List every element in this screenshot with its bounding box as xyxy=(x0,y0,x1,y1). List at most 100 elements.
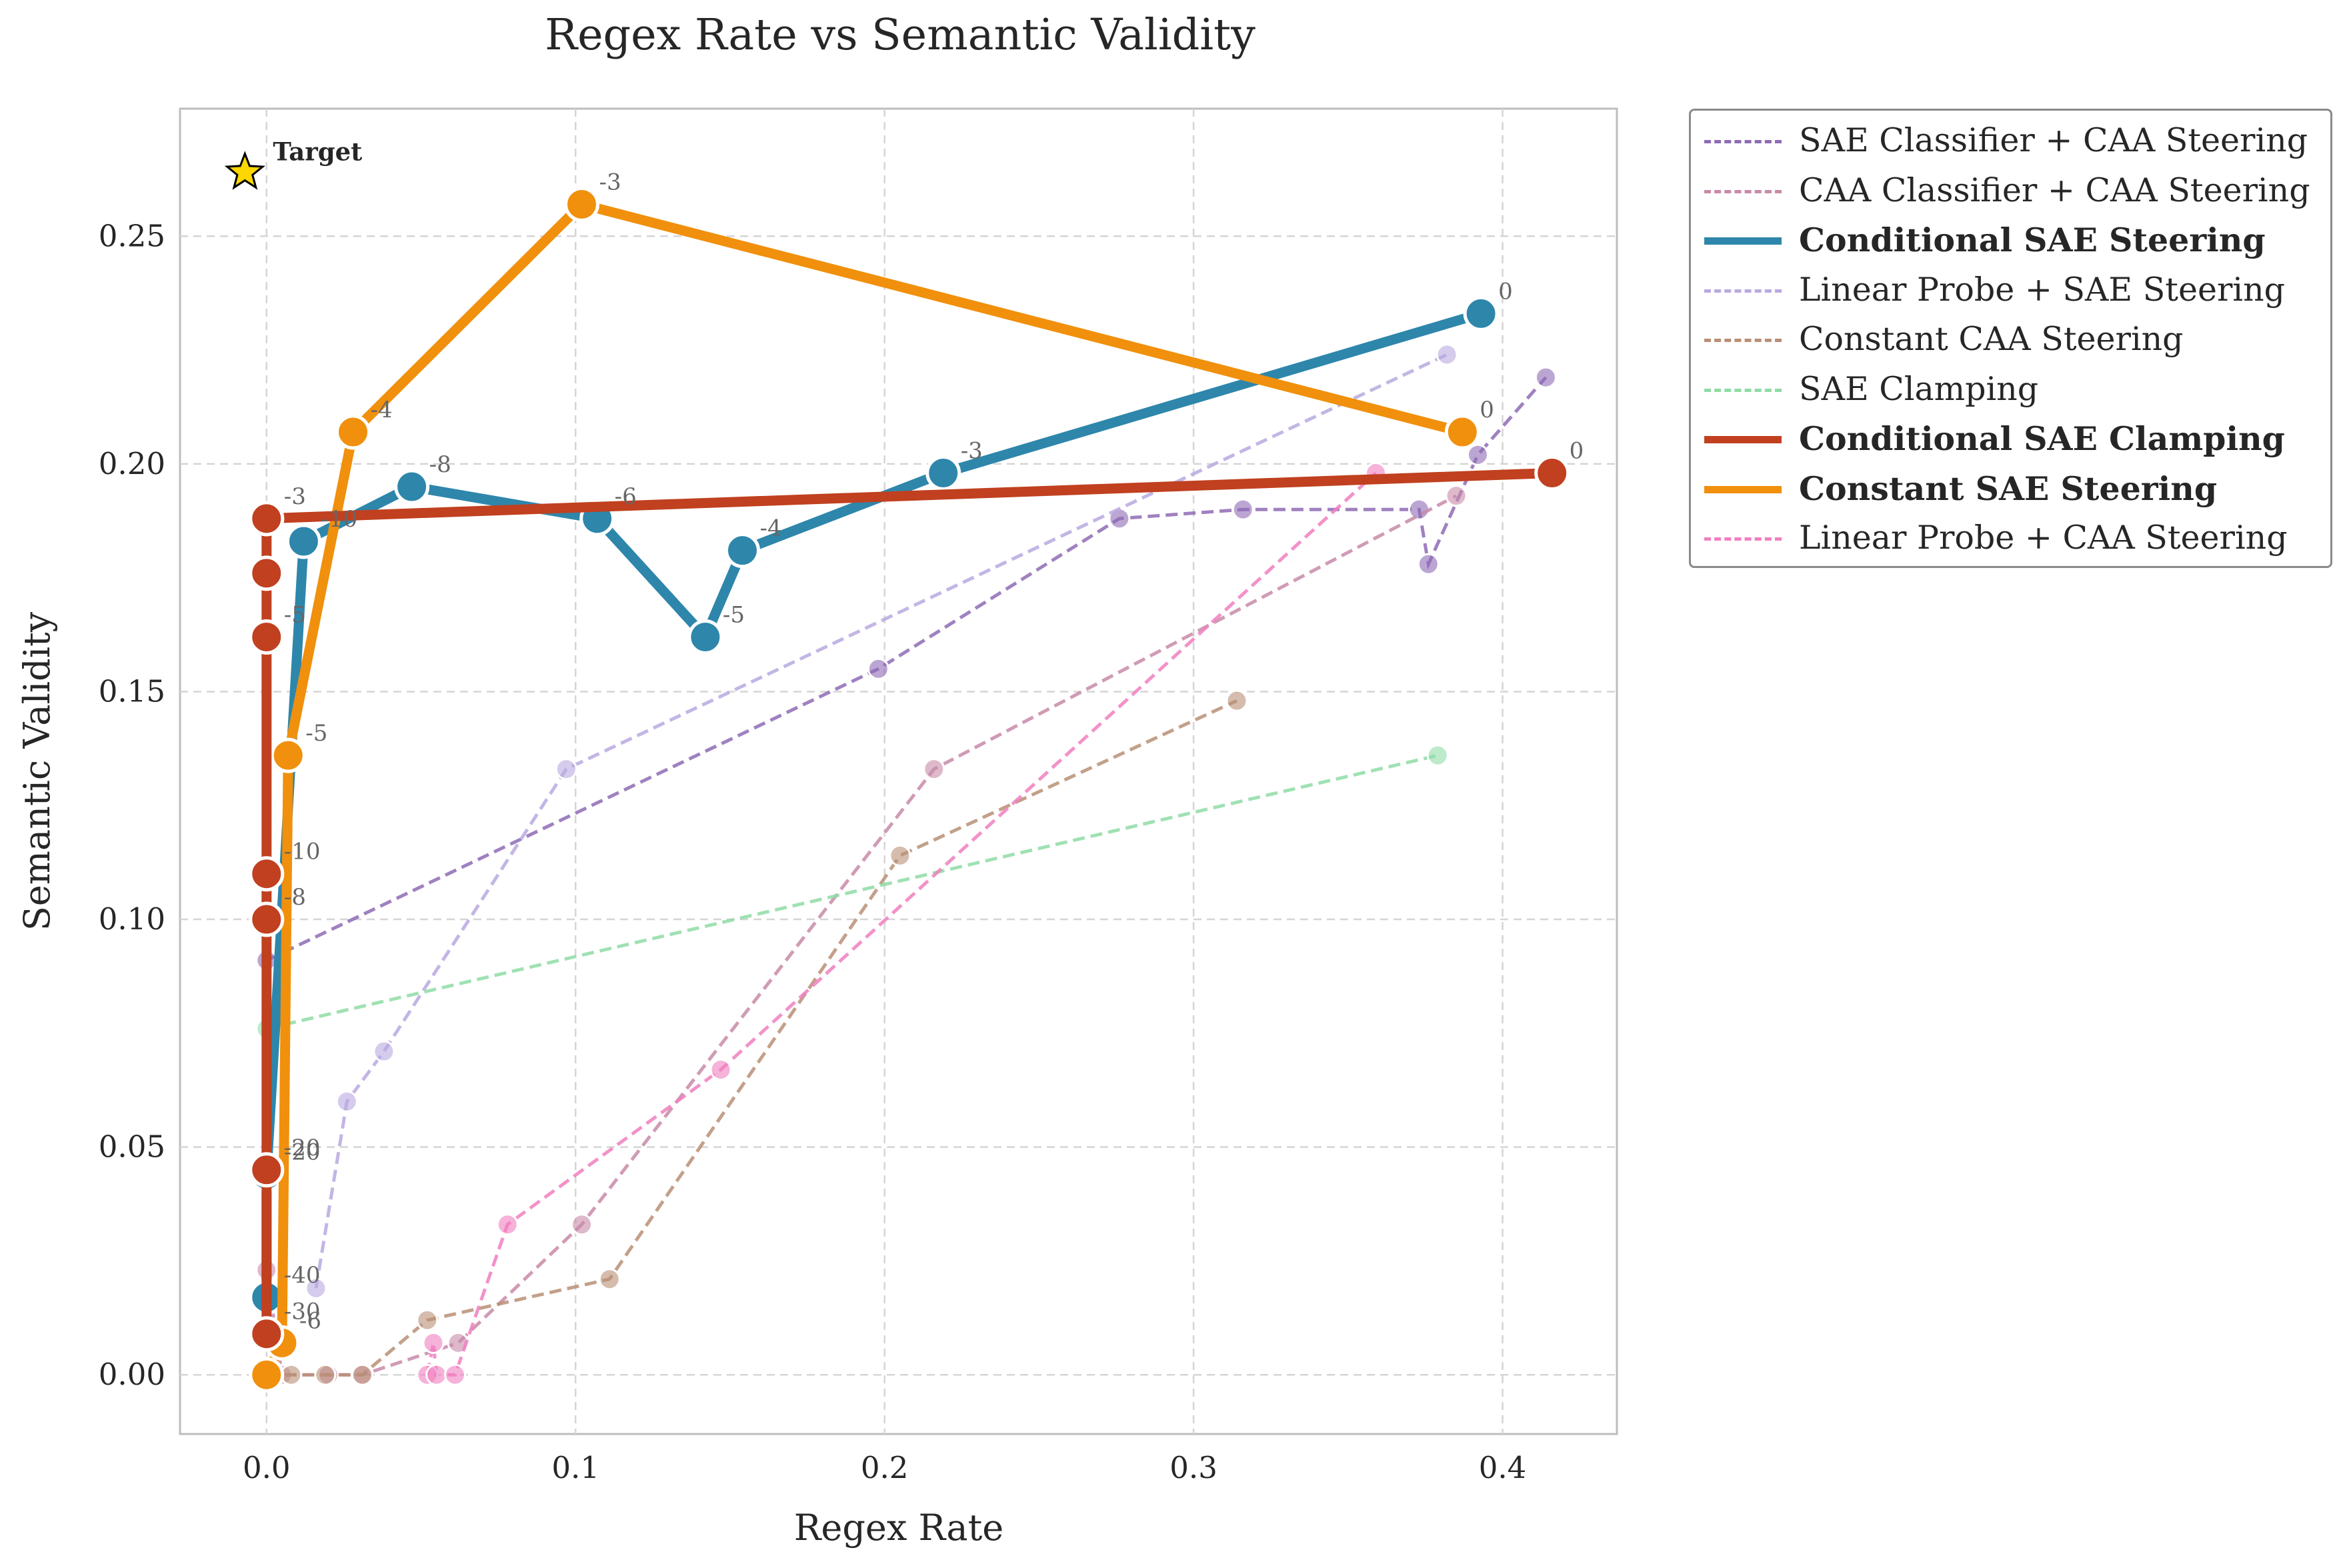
point-label: 0 xyxy=(1570,438,1584,465)
legend-label: SAE Clamping xyxy=(1799,369,2039,408)
data-point xyxy=(270,737,306,773)
data-point xyxy=(724,533,760,569)
data-point xyxy=(249,1357,285,1393)
point-label: -4 xyxy=(371,397,393,423)
x-tick-label: 0.3 xyxy=(1169,1450,1218,1485)
series-linear-probe-caa-steering xyxy=(416,462,1388,1386)
y-tick-label: 0.10 xyxy=(99,901,165,937)
data-point xyxy=(1426,744,1449,767)
legend-swatch xyxy=(1704,485,1782,493)
data-point xyxy=(1436,343,1458,366)
legend-item-conditional-sae-steering: Conditional SAE Steering xyxy=(1691,217,2330,266)
point-label: -3 xyxy=(599,169,621,195)
series-linear-probe-sae-steering xyxy=(305,343,1458,1299)
legend-label: Constant SAE Steering xyxy=(1799,469,2218,508)
point-label: -40 xyxy=(284,1262,321,1289)
series-line xyxy=(265,376,1548,962)
data-point xyxy=(249,856,285,892)
legend-label: Linear Probe + SAE Steering xyxy=(1799,270,2286,309)
data-point xyxy=(925,455,961,491)
legend-swatch xyxy=(1704,388,1782,392)
data-point xyxy=(285,523,321,559)
data-point xyxy=(249,555,285,591)
data-point xyxy=(249,1152,285,1188)
data-point xyxy=(598,1268,621,1291)
y-tick-label: 0.05 xyxy=(99,1129,165,1165)
data-point xyxy=(1232,498,1254,521)
legend-label: SAE Classifier + CAA Steering xyxy=(1799,121,2308,159)
data-point xyxy=(1444,414,1480,450)
data-point xyxy=(249,619,285,655)
y-tick-label: 0.25 xyxy=(99,218,165,253)
data-point xyxy=(1408,498,1430,521)
data-point xyxy=(425,1363,448,1386)
series-layer xyxy=(249,186,1570,1393)
legend-item-constant-sae-steering: Constant SAE Steering xyxy=(1691,465,2330,515)
legend-item-conditional-sae-clamping: Conditional SAE Clamping xyxy=(1691,415,2330,465)
point-label: -5 xyxy=(284,601,306,628)
point-label: -30 xyxy=(284,1299,321,1325)
data-point xyxy=(1534,366,1557,389)
chart-legend: SAE Classifier + CAA Steering CAA Classif… xyxy=(1689,109,2332,568)
target-star xyxy=(224,151,265,190)
legend-swatch xyxy=(1704,339,1782,342)
legend-item-linear-probe-caa-steering: Linear Probe + CAA Steering xyxy=(1691,515,2330,564)
data-point xyxy=(394,469,430,505)
data-point xyxy=(709,1058,732,1081)
data-point xyxy=(249,901,285,937)
y-tick-label: 0.20 xyxy=(99,446,165,481)
data-point xyxy=(563,186,599,222)
legend-swatch xyxy=(1704,289,1782,293)
axis-ticks: 0.0 0.1 0.2 0.3 0.4 0.00 0.05 0.10 0.15 0.20 0.25 xyxy=(99,218,1527,1485)
grid-lines xyxy=(180,109,1617,1434)
data-point xyxy=(1417,553,1440,575)
legend-item-sae-clamping: SAE Clamping xyxy=(1691,366,2330,415)
data-point xyxy=(305,1277,327,1299)
y-tick-label: 0.00 xyxy=(99,1357,165,1392)
data-point xyxy=(1226,689,1248,712)
legend-label: Constant CAA Steering xyxy=(1799,320,2184,358)
point-labels: -40-20-10-8-6-5-4-30-6-5-4-30-30-20-8-10… xyxy=(284,169,1584,1334)
point-label: -8 xyxy=(284,884,306,911)
x-tick-label: 0.1 xyxy=(551,1450,599,1485)
series-conditional-sae-clamping xyxy=(249,455,1570,1352)
legend-swatch xyxy=(1704,237,1782,245)
legend-swatch xyxy=(1704,436,1782,443)
series-line xyxy=(314,353,1448,1289)
legend-item-constant-caa-steering: Constant CAA Steering xyxy=(1691,316,2330,365)
point-label: -10 xyxy=(284,839,321,865)
data-point xyxy=(335,1090,358,1113)
legend-item-linear-probe-sae-steering: Linear Probe + SAE Steering xyxy=(1691,267,2330,316)
data-point xyxy=(422,1331,445,1354)
point-label: 0 xyxy=(1480,397,1494,423)
data-point xyxy=(687,619,723,655)
x-tick-label: 0.0 xyxy=(243,1450,291,1485)
data-point xyxy=(867,657,889,680)
target-label: Target xyxy=(273,137,362,167)
legend-label: CAA Classifier + CAA Steering xyxy=(1799,171,2310,209)
data-point xyxy=(249,1316,285,1352)
legend-label: Conditional SAE Clamping xyxy=(1799,419,2285,458)
chart-title: Regex Rate vs Semantic Validity xyxy=(545,10,1256,60)
data-point xyxy=(1445,485,1468,507)
series-line xyxy=(266,753,1438,1031)
data-point xyxy=(1466,443,1489,466)
point-label: -5 xyxy=(723,601,745,628)
x-axis-label: Regex Rate xyxy=(794,1507,1004,1549)
data-point xyxy=(1463,295,1499,331)
data-point xyxy=(1534,455,1570,491)
series-constant-sae-steering xyxy=(249,186,1480,1393)
data-point xyxy=(351,1363,373,1386)
point-label: -20 xyxy=(284,1139,321,1166)
point-label: -6 xyxy=(299,1307,321,1334)
data-point xyxy=(416,1309,439,1331)
data-point xyxy=(280,1363,303,1386)
legend-swatch xyxy=(1704,140,1782,143)
legend-item-sae-classifier-caa-steering: SAE Classifier + CAA Steering xyxy=(1691,117,2330,167)
legend-label: Conditional SAE Steering xyxy=(1799,221,2266,259)
legend-item-caa-classifier-caa-steering: CAA Classifier + CAA Steering xyxy=(1691,167,2330,217)
data-point xyxy=(335,414,371,450)
legend-swatch xyxy=(1704,537,1782,541)
